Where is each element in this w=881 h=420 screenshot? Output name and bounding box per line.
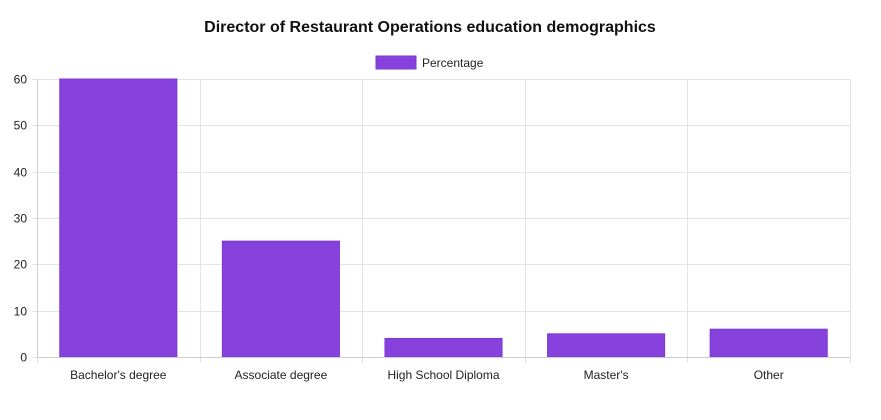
bars	[59, 78, 828, 358]
legend-label-percentage: Percentage	[422, 56, 484, 70]
x-tick-label: High School Diploma	[387, 368, 499, 382]
x-axis: Bachelor's degree Associate degree High Sc…	[37, 357, 850, 382]
bar-other[interactable]	[709, 328, 828, 358]
x-tick-label: Bachelor's degree	[70, 368, 167, 382]
y-tick-label: 50	[14, 119, 28, 133]
bar-associate-degree[interactable]	[221, 240, 340, 358]
x-tick-label: Other	[754, 368, 784, 382]
y-axis: 0 10 20 30 40 50 60	[14, 73, 38, 365]
legend[interactable]: Percentage	[375, 55, 484, 70]
y-tick-label: 60	[14, 73, 28, 87]
y-tick-label: 40	[14, 166, 28, 180]
bar-high-school-diploma[interactable]	[384, 337, 503, 358]
x-tick-label: Master's	[584, 368, 629, 382]
bar-master-s[interactable]	[547, 333, 666, 358]
chart-title: Director of Restaurant Operations educat…	[204, 19, 656, 36]
x-tick-label: Associate degree	[235, 368, 328, 382]
y-tick-label: 10	[14, 305, 28, 319]
y-tick-label: 0	[20, 351, 27, 365]
y-tick-label: 30	[14, 212, 28, 226]
bar-bachelor-s-degree[interactable]	[59, 78, 178, 358]
legend-swatch-percentage	[375, 55, 417, 70]
y-tick-label: 20	[14, 258, 28, 272]
